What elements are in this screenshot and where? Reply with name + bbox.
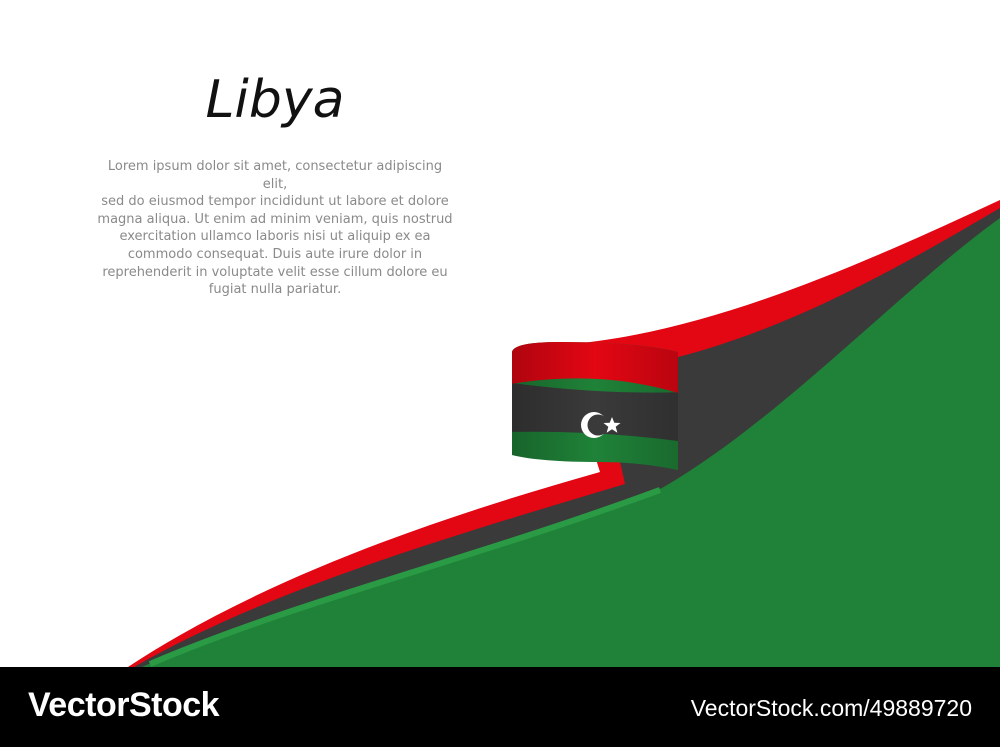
brand-logo: VectorStock bbox=[28, 686, 220, 724]
waving-flag-illustration bbox=[128, 200, 1000, 667]
ribbon-loop bbox=[512, 342, 678, 470]
green-fill bbox=[142, 218, 1000, 667]
footer-bar: VectorStock VectorStock.com/49889720 bbox=[0, 667, 1000, 747]
page-title: Libya bbox=[205, 70, 345, 130]
star-icon bbox=[603, 417, 621, 433]
body-text: Lorem ipsum dolor sit amet, consectetur … bbox=[97, 159, 453, 298]
emblem bbox=[581, 412, 621, 438]
green-band-highlight bbox=[148, 487, 662, 667]
image-id: VectorStock.com/49889720 bbox=[690, 695, 972, 721]
